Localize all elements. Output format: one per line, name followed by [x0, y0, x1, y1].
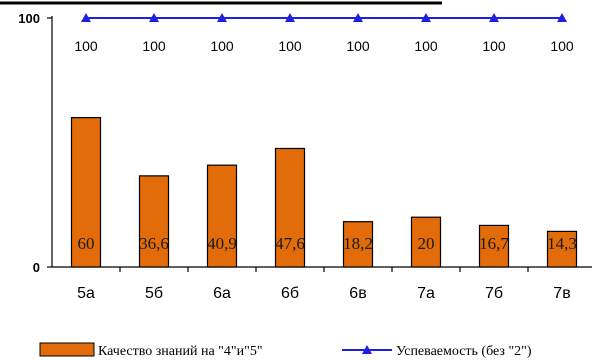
- category-label: 5б: [145, 285, 163, 302]
- line-value-label: 100: [142, 38, 166, 54]
- bar-value-label: 20: [418, 234, 435, 253]
- bar-7в: [546, 230, 578, 268]
- line-point-marker: [285, 13, 295, 22]
- legend-line-marker: [362, 345, 372, 354]
- bar-7а: [410, 216, 442, 268]
- line-point-marker: [353, 13, 363, 22]
- line-point-marker: [81, 13, 91, 22]
- line-point-marker: [149, 13, 159, 22]
- y-tick-label-0: 0: [33, 260, 40, 275]
- legend: Качество знаний на "4"и"5" Успеваемость …: [39, 342, 532, 359]
- line-value-label: 100: [210, 38, 234, 54]
- bar-value-label: 16,7: [479, 234, 509, 253]
- category-label: 5а: [77, 285, 95, 302]
- category-label: 7б: [485, 285, 503, 302]
- category-label: 7в: [553, 285, 570, 302]
- bar-value-label: 60: [78, 234, 95, 253]
- bar-6б: [274, 147, 306, 268]
- line-value-label: 100: [74, 38, 98, 54]
- line-value-label: 100: [346, 38, 370, 54]
- legend-bar-swatch: [39, 342, 95, 357]
- category-label: 7а: [417, 285, 435, 302]
- bar-value-label: 36,6: [139, 234, 169, 253]
- y-tick-label-100: 100: [18, 11, 40, 26]
- line-point-marker: [557, 13, 567, 22]
- line-point-marker: [421, 13, 431, 22]
- bar-value-label: 40,9: [207, 234, 237, 253]
- bar-5а: [70, 116, 102, 268]
- category-label: 6в: [349, 285, 366, 302]
- bar-6в: [342, 221, 374, 268]
- line-value-label: 100: [550, 38, 574, 54]
- category-label: 6а: [213, 285, 231, 302]
- bar-5б: [138, 175, 170, 268]
- bar-6а: [206, 164, 238, 268]
- bar-value-label: 18,2: [343, 234, 373, 253]
- bar-value-label: 47,6: [275, 234, 305, 253]
- bar-7б: [478, 224, 510, 268]
- bar-value-label: 14,3: [547, 234, 577, 253]
- line-value-label: 100: [482, 38, 506, 54]
- legend-bar-label: Качество знаний на "4"и"5": [98, 344, 263, 359]
- line-point-marker: [489, 13, 499, 22]
- line-point-marker: [217, 13, 227, 22]
- category-label: 6б: [281, 285, 299, 302]
- legend-line-label: Успеваемость (без "2"): [396, 344, 532, 359]
- line-value-label: 100: [278, 38, 302, 54]
- line-value-label: 100: [414, 38, 438, 54]
